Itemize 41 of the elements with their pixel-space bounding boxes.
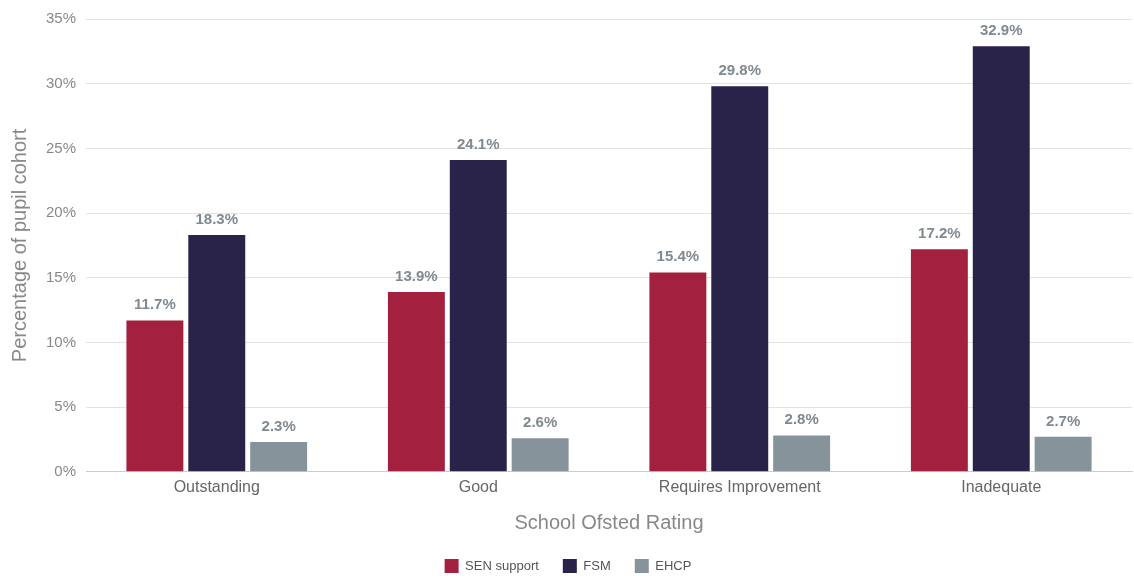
data-label: 2.6% bbox=[523, 412, 558, 430]
bar bbox=[250, 442, 308, 472]
data-label: 32.9% bbox=[979, 20, 1023, 38]
bar bbox=[773, 435, 831, 472]
data-label: 2.8% bbox=[784, 410, 819, 428]
y-tick-label: 25% bbox=[45, 138, 77, 156]
data-label: 29.8% bbox=[718, 60, 762, 78]
legend-label: FSM bbox=[583, 557, 611, 573]
bar bbox=[972, 46, 1030, 472]
y-tick-label: 30% bbox=[45, 73, 77, 91]
bar bbox=[449, 160, 507, 472]
bar bbox=[1034, 436, 1092, 472]
data-label: 2.7% bbox=[1046, 411, 1081, 429]
y-tick-label: 0% bbox=[54, 461, 77, 479]
bar bbox=[126, 320, 184, 472]
y-tick-label: 20% bbox=[45, 203, 77, 221]
data-label: 13.9% bbox=[395, 266, 438, 284]
data-label: 15.4% bbox=[656, 247, 700, 265]
data-label: 18.3% bbox=[195, 209, 239, 227]
y-axis-title: Percentage of pupil cohort bbox=[7, 128, 30, 363]
y-tick-label: 15% bbox=[45, 267, 77, 285]
data-label: 17.2% bbox=[918, 223, 961, 241]
legend-label: EHCP bbox=[655, 557, 692, 573]
bar bbox=[649, 272, 707, 472]
bar bbox=[387, 291, 445, 472]
x-tick-label: Good bbox=[458, 477, 498, 495]
data-label: 24.1% bbox=[456, 134, 500, 152]
bar bbox=[910, 249, 968, 472]
bar bbox=[188, 235, 246, 472]
y-tick-label: 35% bbox=[45, 9, 77, 27]
x-tick-label: Inadequate bbox=[961, 477, 1042, 495]
x-tick-label: Requires Improvement bbox=[658, 477, 822, 495]
y-tick-label: 10% bbox=[45, 332, 77, 350]
x-axis-title: School Ofsted Rating bbox=[514, 510, 704, 533]
x-tick-label: Outstanding bbox=[173, 477, 260, 495]
data-label: 2.3% bbox=[261, 416, 296, 434]
bar bbox=[511, 438, 569, 472]
y-tick-label: 5% bbox=[54, 397, 77, 415]
legend-label: SEN support bbox=[465, 557, 540, 573]
data-label: 11.7% bbox=[134, 295, 176, 313]
bar bbox=[711, 86, 769, 472]
